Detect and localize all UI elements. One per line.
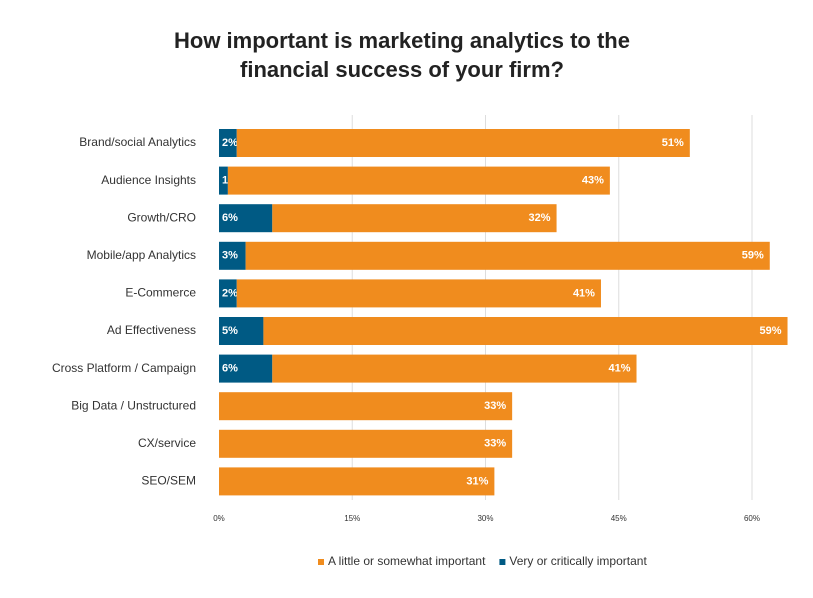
chart-title-line-2: financial success of your firm? <box>240 57 564 82</box>
bar-very-important-mobile-app-analytics <box>219 241 246 270</box>
category-label-ad-effectiveness: Ad Effectiveness <box>107 323 196 337</box>
bar-very-important-cross-platform-campaign <box>219 354 273 383</box>
legend: A little or somewhat important Very or cr… <box>318 554 647 568</box>
category-label-cx-service: CX/service <box>138 436 196 450</box>
x-tick-label-30: 30% <box>477 514 493 523</box>
x-tick-label-45: 45% <box>611 514 627 523</box>
data-label-somewhat-important-cross-platform-campaign: 41% <box>608 363 630 375</box>
bar-somewhat-important-ad-effectiveness <box>263 317 788 345</box>
data-label-very-important-cross-platform-campaign: 6% <box>222 363 238 375</box>
data-label-somewhat-important-brand-social-analytics: 51% <box>662 137 684 149</box>
bar-somewhat-important-mobile-app-analytics <box>245 241 770 270</box>
x-axis-ticks: 0% 15% 30% 45% 60% <box>213 514 760 523</box>
category-label-seo-sem: SEO/SEM <box>141 474 196 488</box>
data-label-very-important-brand-social-analytics: 2% <box>222 137 238 149</box>
category-label-big-data-unstructured: Big Data / Unstructured <box>71 398 196 412</box>
legend-swatch-a-little-or-somewhat-important <box>318 559 324 565</box>
category-labels: Brand/social Analytics Audience Insights G… <box>52 135 196 487</box>
data-label-somewhat-important-ad-effectiveness: 59% <box>760 325 782 337</box>
bar-very-important-growth-cro <box>219 204 273 233</box>
bar-somewhat-important-brand-social-analytics <box>236 129 690 157</box>
bar-somewhat-important-e-commerce <box>236 279 601 308</box>
bar-very-important-e-commerce <box>219 279 237 308</box>
bar-very-important-audience-insights <box>219 166 228 195</box>
data-label-somewhat-important-big-data-unstructured: 33% <box>484 400 506 412</box>
bar-somewhat-important-audience-insights <box>227 166 610 195</box>
category-label-e-commerce: E-Commerce <box>125 286 196 300</box>
bar-somewhat-important-cx-service <box>219 429 513 458</box>
data-label-very-important-e-commerce: 2% <box>222 287 238 299</box>
category-label-cross-platform-campaign: Cross Platform / Campaign <box>52 361 196 375</box>
data-label-somewhat-important-mobile-app-analytics: 59% <box>742 250 764 262</box>
bar-somewhat-important-seo-sem <box>219 467 495 496</box>
chart-title: How important is marketing analytics to … <box>174 28 630 82</box>
data-label-very-important-mobile-app-analytics: 3% <box>222 250 238 262</box>
bar-very-important-ad-effectiveness <box>219 317 264 345</box>
bar-somewhat-important-growth-cro <box>272 204 557 233</box>
category-label-mobile-app-analytics: Mobile/app Analytics <box>87 248 196 262</box>
x-tick-label-0: 0% <box>213 514 225 523</box>
data-label-somewhat-important-e-commerce: 41% <box>573 287 595 299</box>
bars: 2%51%1%43%6%32%3%59%2%41%5%59%6%41%33%33… <box>219 129 788 496</box>
category-label-growth-cro: Growth/CRO <box>127 210 196 224</box>
category-label-brand-social-analytics: Brand/social Analytics <box>79 135 196 149</box>
bar-very-important-brand-social-analytics <box>219 129 237 157</box>
legend-label-very-or-critically-important: Very or critically important <box>509 554 647 568</box>
bar-somewhat-important-big-data-unstructured <box>219 392 513 421</box>
bar-somewhat-important-cross-platform-campaign <box>272 354 637 383</box>
chart-title-line-1: How important is marketing analytics to … <box>174 28 630 53</box>
data-label-very-important-ad-effectiveness: 5% <box>222 325 238 337</box>
x-tick-label-60: 60% <box>744 514 760 523</box>
x-tick-label-15: 15% <box>344 514 360 523</box>
legend-swatch-very-or-critically-important <box>499 559 506 565</box>
legend-label-a-little-or-somewhat-important: A little or somewhat important <box>328 554 486 568</box>
data-label-somewhat-important-growth-cro: 32% <box>529 212 551 224</box>
data-label-somewhat-important-cx-service: 33% <box>484 438 506 450</box>
data-label-somewhat-important-seo-sem: 31% <box>466 475 488 487</box>
data-label-somewhat-important-audience-insights: 43% <box>582 175 604 187</box>
category-label-audience-insights: Audience Insights <box>101 173 196 187</box>
data-label-very-important-growth-cro: 6% <box>222 212 238 224</box>
